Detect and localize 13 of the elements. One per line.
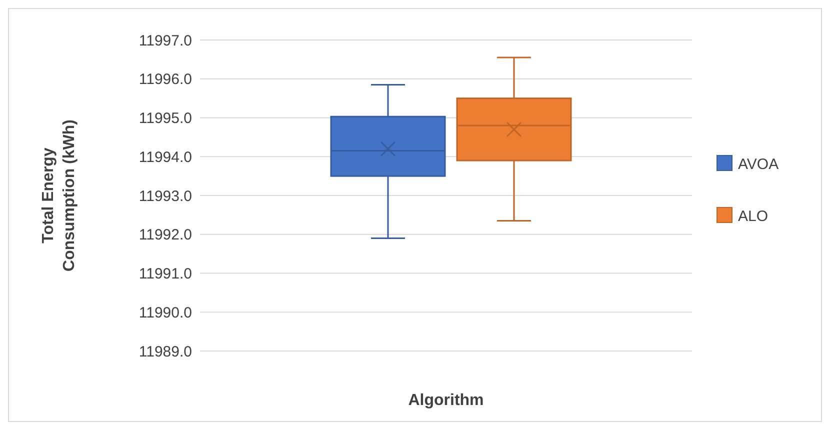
y-tick-label: 11989.0 <box>138 343 192 360</box>
x-axis-title: Algorithm <box>408 392 484 409</box>
legend-label: ALO <box>738 208 768 225</box>
y-tick-label: 11991.0 <box>138 266 192 282</box>
y-tick-label: 11997.0 <box>138 32 192 50</box>
y-tick-label: 11992.0 <box>138 226 192 244</box>
y-tick-label: 11990.0 <box>138 304 192 322</box>
legend-label: AVOA <box>738 156 779 173</box>
y-tick-label: 11994.0 <box>138 148 192 166</box>
y-tick-label: 11993.0 <box>138 188 192 205</box>
y-tick-label: 11995.0 <box>138 110 192 127</box>
y-axis-title: Total Energy Consumption (kWh) <box>40 120 78 272</box>
y-tick-label: 11996.0 <box>138 71 192 88</box>
